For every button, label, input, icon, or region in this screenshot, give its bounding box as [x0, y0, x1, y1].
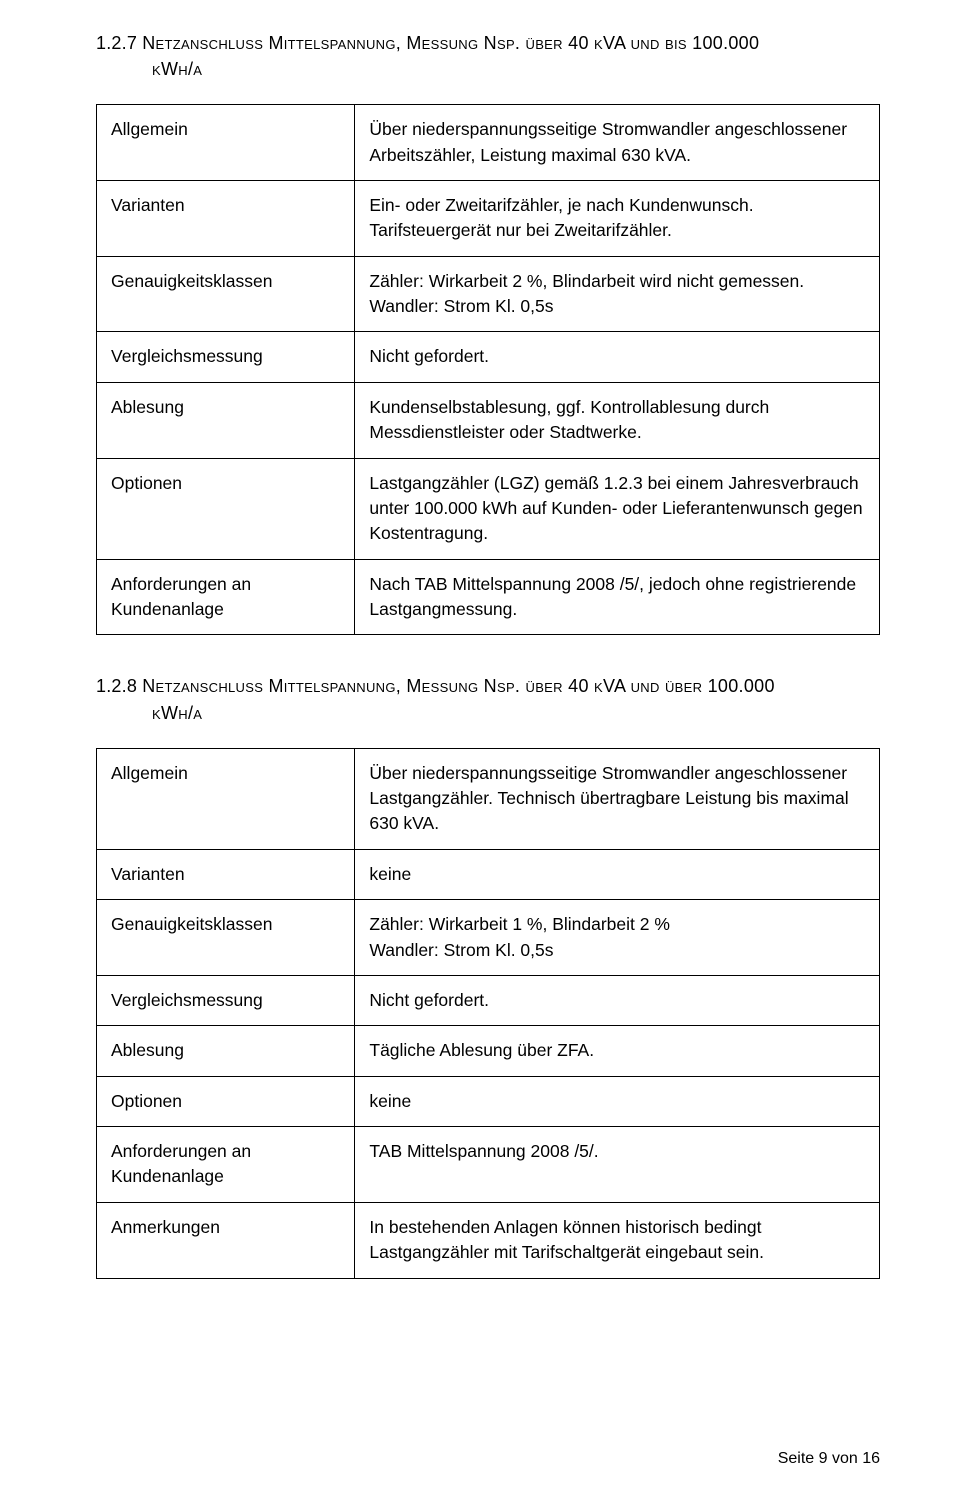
section-2-number: 1.2.8: [96, 676, 142, 696]
section-1-heading: 1.2.7 Netzanschluss Mittelspannung, Mess…: [96, 30, 880, 82]
row-value: Ein- oder Zweitarifzähler, je nach Kunde…: [355, 180, 880, 256]
row-label: Vergleichsmessung: [97, 975, 355, 1025]
row-label: Genauigkeitsklassen: [97, 256, 355, 332]
row-label: Varianten: [97, 849, 355, 899]
row-value: Lastgangzähler (LGZ) gemäß 1.2.3 bei ein…: [355, 458, 880, 559]
table-row: Variantenkeine: [97, 849, 880, 899]
section-2-tail: über 40 kVA und über 100.000: [520, 676, 775, 696]
row-value: Zähler: Wirkarbeit 1 %, Blindarbeit 2 %W…: [355, 900, 880, 976]
row-value: keine: [355, 849, 880, 899]
table-row: AllgemeinÜber niederspannungsseitige Str…: [97, 105, 880, 181]
row-value: Zähler: Wirkarbeit 2 %, Blindarbeit wird…: [355, 256, 880, 332]
table-row: VariantenEin- oder Zweitarifzähler, je n…: [97, 180, 880, 256]
table-row: Optionenkeine: [97, 1076, 880, 1126]
section-2-heading: 1.2.8 Netzanschluss Mittelspannung, Mess…: [96, 673, 880, 725]
section-2-title: Netzanschluss Mittelspannung, Messung Ns…: [142, 676, 520, 696]
section-1-title: Netzanschluss Mittelspannung, Messung Ns…: [142, 33, 520, 53]
row-value: keine: [355, 1076, 880, 1126]
section-2-unit: kWh/a: [96, 703, 202, 723]
row-label: Vergleichsmessung: [97, 332, 355, 382]
table-row: Anforderungen an KundenanlageTAB Mittels…: [97, 1127, 880, 1203]
row-value: Nicht gefordert.: [355, 332, 880, 382]
table-row: GenauigkeitsklassenZähler: Wirkarbeit 1 …: [97, 900, 880, 976]
row-value: Nach TAB Mittelspannung 2008 /5/, jedoch…: [355, 559, 880, 635]
row-label: Anforderungen an Kundenanlage: [97, 559, 355, 635]
table-row: VergleichsmessungNicht gefordert.: [97, 332, 880, 382]
row-value: Über niederspannungsseitige Stromwandler…: [355, 105, 880, 181]
table-row: AnmerkungenIn bestehenden Anlagen können…: [97, 1202, 880, 1278]
row-label: Allgemein: [97, 105, 355, 181]
table-row: AllgemeinÜber niederspannungsseitige Str…: [97, 748, 880, 849]
row-label: Anforderungen an Kundenanlage: [97, 1127, 355, 1203]
row-value: Nicht gefordert.: [355, 975, 880, 1025]
table-row: OptionenLastgangzähler (LGZ) gemäß 1.2.3…: [97, 458, 880, 559]
section-1-number: 1.2.7: [96, 33, 142, 53]
row-label: Allgemein: [97, 748, 355, 849]
row-value: In bestehenden Anlagen können historisch…: [355, 1202, 880, 1278]
table-row: Anforderungen an KundenanlageNach TAB Mi…: [97, 559, 880, 635]
row-value: Kundenselbstablesung, ggf. Kontrollables…: [355, 382, 880, 458]
page: 1.2.7 Netzanschluss Mittelspannung, Mess…: [0, 0, 960, 1510]
table-row: VergleichsmessungNicht gefordert.: [97, 975, 880, 1025]
row-value: Über niederspannungsseitige Stromwandler…: [355, 748, 880, 849]
row-value: TAB Mittelspannung 2008 /5/.: [355, 1127, 880, 1203]
row-label: Ablesung: [97, 382, 355, 458]
row-label: Varianten: [97, 180, 355, 256]
row-value: Tägliche Ablesung über ZFA.: [355, 1026, 880, 1076]
row-label: Genauigkeitsklassen: [97, 900, 355, 976]
row-label: Ablesung: [97, 1026, 355, 1076]
table-row: AblesungKundenselbstablesung, ggf. Kontr…: [97, 382, 880, 458]
section-2-table: AllgemeinÜber niederspannungsseitige Str…: [96, 748, 880, 1279]
table-row: GenauigkeitsklassenZähler: Wirkarbeit 2 …: [97, 256, 880, 332]
row-label: Anmerkungen: [97, 1202, 355, 1278]
row-label: Optionen: [97, 1076, 355, 1126]
section-1-unit: kWh/a: [96, 59, 202, 79]
table-row: AblesungTägliche Ablesung über ZFA.: [97, 1026, 880, 1076]
section-1-tail: über 40 kVA und bis 100.000: [520, 33, 759, 53]
row-label: Optionen: [97, 458, 355, 559]
page-footer: Seite 9 von 16: [778, 1447, 880, 1470]
section-1-table: AllgemeinÜber niederspannungsseitige Str…: [96, 104, 880, 635]
